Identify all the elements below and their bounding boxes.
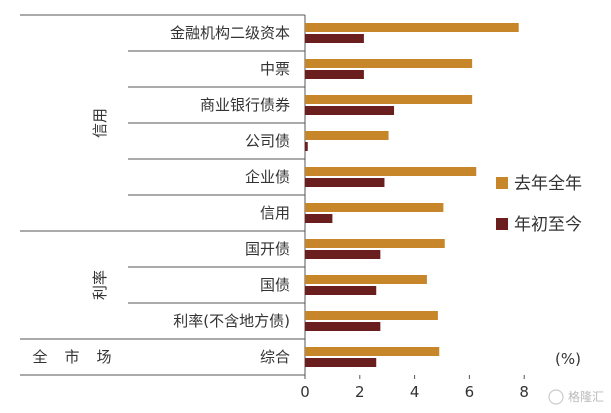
category-label: 企业债 [245, 168, 290, 186]
bar-series1 [305, 59, 472, 68]
category-label: 公司债 [245, 132, 290, 150]
legend-label: 年初至今 [514, 215, 582, 235]
category-label: 国债 [260, 276, 290, 294]
category-label: 中票 [260, 60, 290, 78]
category-label: 商业银行债券 [200, 96, 290, 114]
x-axis: 0 2 4 6 8 [300, 375, 529, 401]
bar-series2 [305, 250, 380, 259]
group-label: 信用 [91, 108, 109, 138]
legend-label: 去年全年 [514, 174, 582, 194]
bar-series2 [305, 214, 332, 223]
bar-series1 [305, 203, 443, 212]
bar-series1 [305, 275, 427, 284]
category-label: 国开债 [245, 240, 290, 258]
x-tick-label: 6 [465, 383, 475, 401]
bar-series2 [305, 106, 394, 115]
bar-series2 [305, 70, 364, 79]
group-label: 全市场 [32, 348, 111, 366]
bar-series1 [305, 23, 519, 32]
category-label: 金融机构二级资本 [170, 24, 290, 42]
bar-series2 [305, 286, 376, 295]
bar-series1 [305, 95, 472, 104]
group-labels: 信用利率全市场 [32, 108, 111, 366]
watermark-text: 格隆汇 [568, 389, 604, 404]
legend-swatch [496, 177, 508, 189]
x-tick-label: 2 [355, 383, 365, 401]
bar-series2 [305, 322, 380, 331]
x-tick-label: 0 [300, 383, 310, 401]
bar-series1 [305, 131, 389, 140]
bar-series2 [305, 142, 308, 151]
group-label: 利率 [91, 270, 109, 300]
bar-series1 [305, 167, 476, 176]
bar-series2 [305, 34, 364, 43]
x-tick-label: 4 [410, 383, 420, 401]
unit-label: (%) [555, 350, 581, 368]
bars [305, 23, 519, 367]
bar-series1 [305, 311, 438, 320]
category-label: 综合 [260, 348, 290, 366]
watermark: 格隆汇 [549, 389, 604, 404]
bar-series2 [305, 358, 376, 367]
category-label: 信用 [260, 204, 290, 222]
watermark-logo-icon [549, 390, 563, 404]
bar-series1 [305, 347, 439, 356]
bar-series2 [305, 178, 384, 187]
x-tick-label: 8 [519, 383, 529, 401]
bar-series1 [305, 239, 445, 248]
legend-swatch [496, 218, 508, 230]
category-label: 利率(不含地方债) [173, 312, 290, 330]
